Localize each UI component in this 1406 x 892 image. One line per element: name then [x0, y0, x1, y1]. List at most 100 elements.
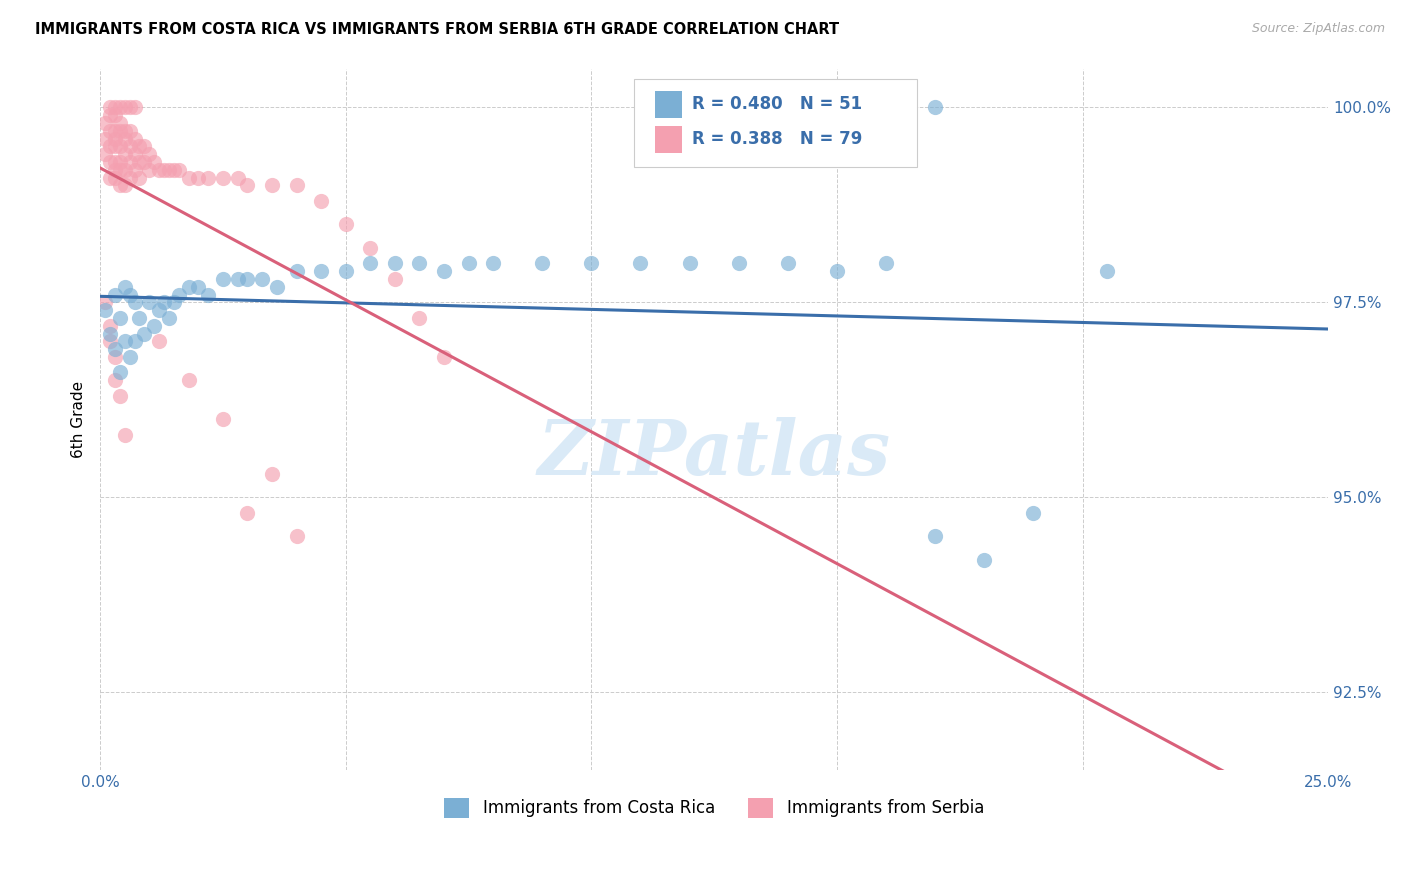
Point — [252, 272, 274, 286]
Point — [108, 389, 131, 403]
Point — [104, 108, 127, 122]
Point — [108, 101, 131, 115]
Point — [118, 139, 141, 153]
Point — [630, 256, 652, 270]
Point — [482, 256, 505, 270]
Point — [260, 178, 283, 193]
Point — [531, 256, 554, 270]
Point — [309, 264, 332, 278]
Point — [128, 310, 150, 325]
Point — [143, 155, 166, 169]
Point — [776, 256, 799, 270]
Point — [408, 256, 430, 270]
Point — [104, 131, 127, 145]
Point — [285, 264, 308, 278]
Point — [124, 334, 146, 349]
Point — [114, 279, 136, 293]
Point — [138, 162, 160, 177]
Text: R = 0.388   N = 79: R = 0.388 N = 79 — [692, 130, 862, 148]
Point — [408, 310, 430, 325]
Point — [167, 287, 190, 301]
Point — [104, 350, 127, 364]
Point — [581, 256, 603, 270]
Point — [124, 295, 146, 310]
Point — [148, 334, 170, 349]
Point — [118, 101, 141, 115]
Point — [124, 147, 146, 161]
Point — [143, 318, 166, 333]
Point — [108, 366, 131, 380]
Point — [226, 272, 249, 286]
Point — [108, 124, 131, 138]
Point — [335, 218, 357, 232]
Point — [114, 124, 136, 138]
Point — [94, 131, 117, 145]
Point — [177, 279, 200, 293]
Point — [335, 264, 357, 278]
Point — [825, 264, 848, 278]
Point — [108, 178, 131, 193]
Point — [678, 256, 700, 270]
Point — [177, 170, 200, 185]
Point — [124, 101, 146, 115]
Point — [134, 139, 156, 153]
Point — [236, 506, 259, 520]
Point — [924, 529, 946, 543]
Point — [433, 350, 456, 364]
Point — [157, 162, 180, 177]
Point — [98, 108, 121, 122]
Point — [124, 162, 146, 177]
Point — [1022, 506, 1045, 520]
Point — [94, 116, 117, 130]
Point — [104, 287, 127, 301]
Point — [128, 139, 150, 153]
Point — [108, 162, 131, 177]
Point — [309, 194, 332, 208]
Point — [212, 170, 235, 185]
Point — [104, 101, 127, 115]
Point — [285, 178, 308, 193]
Point — [94, 303, 117, 318]
Point — [197, 287, 219, 301]
Point — [108, 310, 131, 325]
Point — [98, 318, 121, 333]
Point — [260, 467, 283, 481]
Point — [94, 295, 117, 310]
Point — [924, 101, 946, 115]
Point — [128, 170, 150, 185]
Point — [104, 342, 127, 356]
Point — [108, 116, 131, 130]
Legend: Immigrants from Costa Rica, Immigrants from Serbia: Immigrants from Costa Rica, Immigrants f… — [437, 791, 991, 825]
Point — [104, 170, 127, 185]
Point — [98, 139, 121, 153]
Point — [118, 170, 141, 185]
Point — [359, 241, 381, 255]
Point — [98, 334, 121, 349]
Point — [433, 264, 456, 278]
Point — [114, 101, 136, 115]
Point — [226, 170, 249, 185]
FancyBboxPatch shape — [655, 126, 682, 153]
Point — [163, 295, 186, 310]
Point — [384, 272, 406, 286]
Point — [212, 412, 235, 426]
Point — [167, 162, 190, 177]
Point — [108, 155, 131, 169]
Point — [104, 155, 127, 169]
Point — [1095, 264, 1118, 278]
Point — [114, 427, 136, 442]
Point — [177, 373, 200, 387]
Point — [138, 295, 160, 310]
Point — [118, 350, 141, 364]
Point — [128, 155, 150, 169]
Point — [138, 147, 160, 161]
Text: IMMIGRANTS FROM COSTA RICA VS IMMIGRANTS FROM SERBIA 6TH GRADE CORRELATION CHART: IMMIGRANTS FROM COSTA RICA VS IMMIGRANTS… — [35, 22, 839, 37]
Point — [134, 326, 156, 341]
Point — [212, 272, 235, 286]
Point — [727, 256, 749, 270]
FancyBboxPatch shape — [655, 91, 682, 118]
Y-axis label: 6th Grade: 6th Grade — [72, 381, 86, 458]
Point — [875, 256, 897, 270]
Point — [118, 124, 141, 138]
Point — [236, 272, 259, 286]
